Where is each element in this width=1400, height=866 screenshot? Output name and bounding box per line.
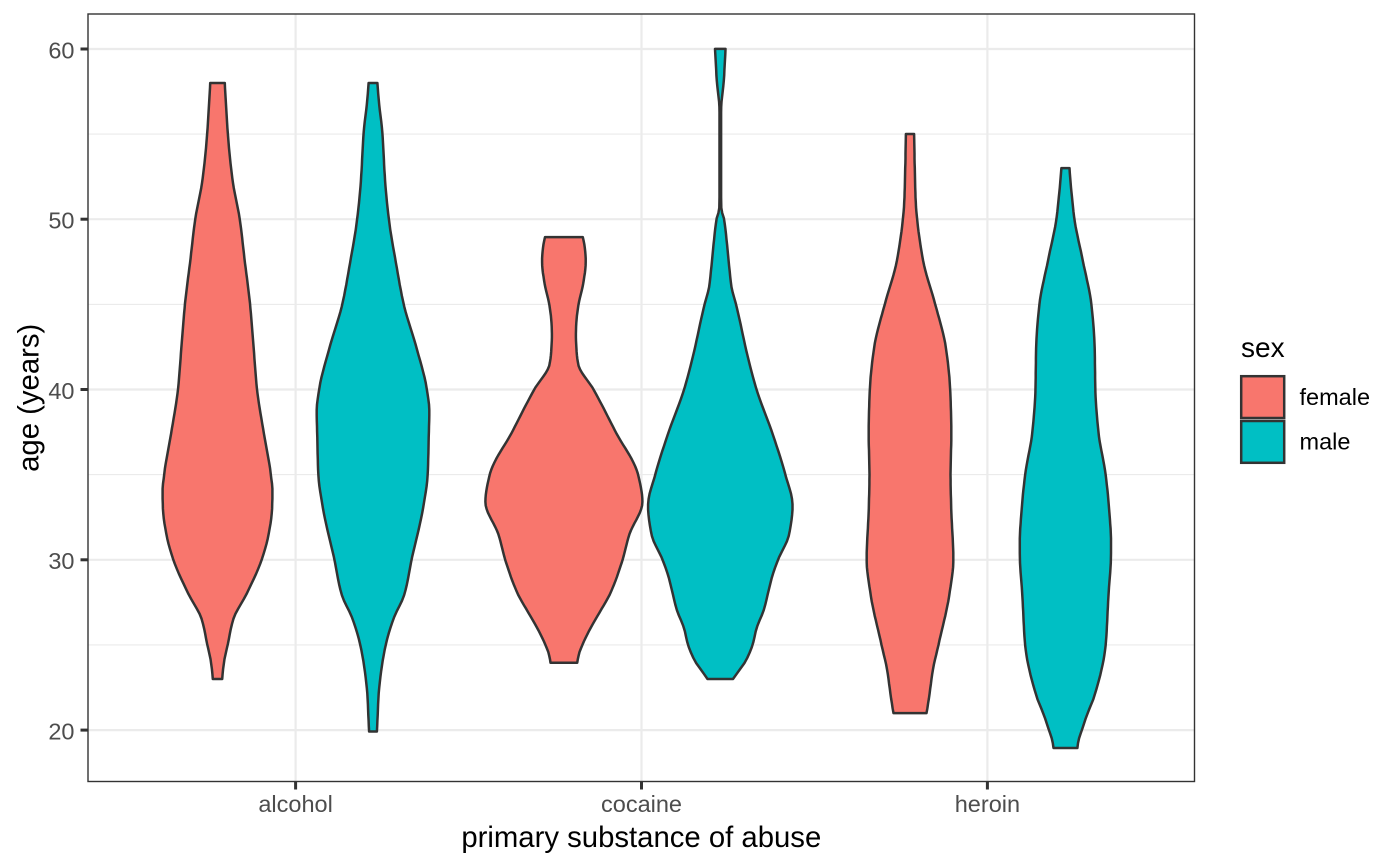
svg-text:20: 20 <box>48 719 74 745</box>
svg-text:alcohol: alcohol <box>258 791 332 817</box>
svg-text:male: male <box>1300 429 1351 455</box>
svg-text:50: 50 <box>48 208 74 234</box>
svg-text:age (years): age (years) <box>12 324 45 472</box>
svg-text:sex: sex <box>1241 332 1285 363</box>
svg-text:cocaine: cocaine <box>601 791 682 817</box>
svg-text:60: 60 <box>48 37 74 63</box>
svg-text:heroin: heroin <box>955 791 1020 817</box>
svg-text:female: female <box>1300 384 1371 410</box>
svg-text:40: 40 <box>48 378 74 404</box>
svg-text:30: 30 <box>48 548 74 574</box>
svg-text:primary substance of abuse: primary substance of abuse <box>461 821 821 854</box>
